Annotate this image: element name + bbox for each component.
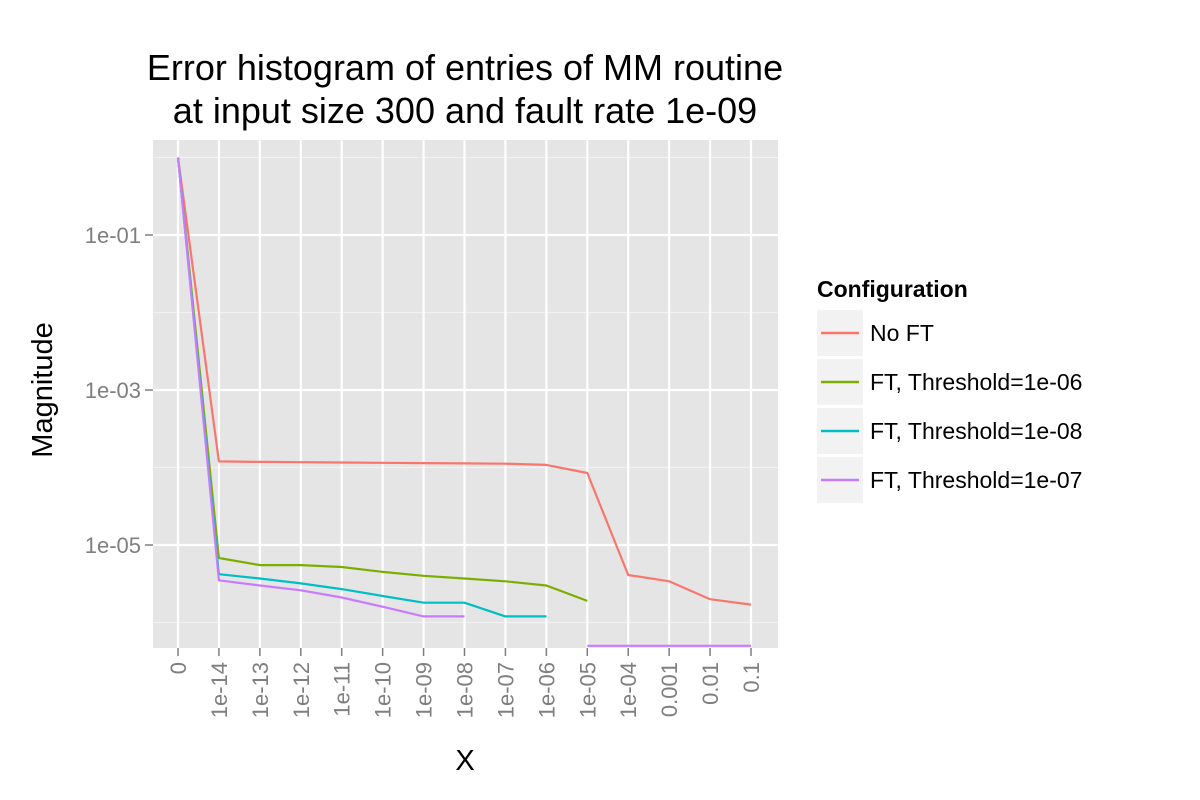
legend-label: FT, Threshold=1e-08: [870, 418, 1082, 444]
x-tick-label: 1e-06: [534, 662, 559, 718]
series-line: [176, 157, 752, 606]
x-tick-label: 1e-12: [289, 662, 314, 718]
series-layer: [176, 157, 752, 647]
x-tick-label: 1e-13: [248, 662, 273, 718]
y-tick-label: 1e-03: [85, 378, 141, 403]
x-tick-label: 1e-08: [453, 662, 478, 718]
x-tick-label: 0.1: [739, 662, 764, 693]
y-axis-title: Magnitude: [27, 322, 59, 457]
legend: No FT FT, Threshold=1e-06 FT, Threshold=1e…: [817, 310, 1082, 503]
x-tick-label: 1e-04: [616, 662, 641, 718]
x-tick-label: 1e-11: [330, 662, 355, 717]
legend-label: FT, Threshold=1e-07: [870, 467, 1082, 493]
legend-label: FT, Threshold=1e-06: [870, 369, 1082, 395]
x-tick-label: 1e-14: [207, 662, 232, 718]
series-line: [176, 157, 588, 602]
grid-layer: [153, 140, 778, 648]
series-line: [176, 157, 547, 618]
x-tick-label: 1e-10: [371, 662, 396, 718]
y-tick-label: 1e-05: [85, 533, 141, 558]
chart-title-line-2: at input size 300 and fault rate 1e-09: [173, 90, 757, 131]
x-tick-label: 0.01: [698, 662, 723, 705]
legend-label: No FT: [870, 320, 934, 346]
x-axis-title: X: [455, 745, 474, 777]
series-line: [176, 157, 465, 618]
x-tick-label: 1e-05: [575, 662, 600, 718]
x-tick-label: 0: [166, 662, 191, 674]
x-tick-label: 1e-09: [412, 662, 437, 718]
axes-layer: 1e-01 1e-03 1e-05 0 1e-14 1e-13 1e-12 1e-11 1e-1…: [85, 223, 764, 718]
legend-title: Configuration: [817, 276, 968, 302]
y-tick-label: 1e-01: [85, 223, 141, 248]
x-tick-label: 0.001: [657, 662, 682, 717]
chart-title-line-1: Error histogram of entries of MM routine: [147, 47, 783, 88]
x-tick-label: 1e-07: [493, 662, 518, 718]
